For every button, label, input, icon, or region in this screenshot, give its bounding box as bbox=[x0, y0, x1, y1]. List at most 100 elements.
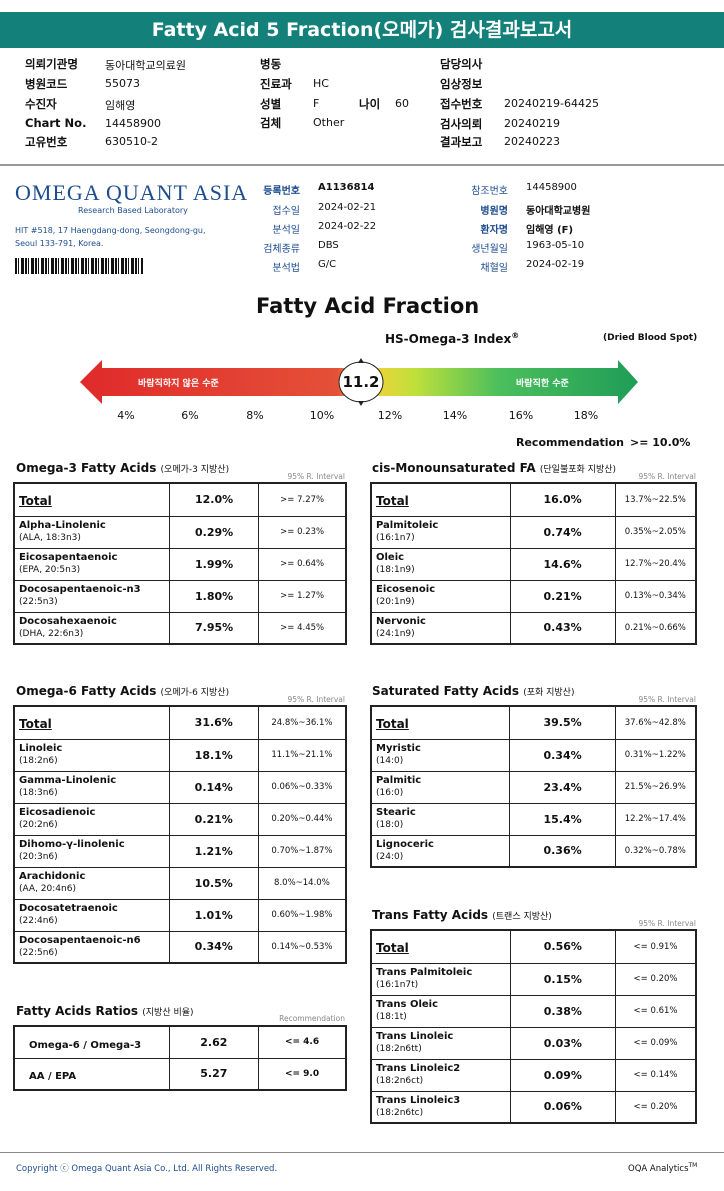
row-name: Oleic bbox=[376, 552, 405, 563]
row-range: 0.70%~1.87% bbox=[257, 834, 347, 868]
lab-logo: OMEGA QUANT ASIA bbox=[15, 180, 249, 205]
row-value: 31.6% bbox=[168, 705, 259, 740]
section-title-trans: Trans Fatty Acids (트랜스 지방산) bbox=[372, 908, 552, 922]
row-value: 0.09% bbox=[509, 1058, 617, 1092]
value-hospital-name: 동아대학교병원 bbox=[526, 206, 591, 217]
label-specimen: 검체 bbox=[260, 116, 282, 130]
table-row: Arachidonic (AA, 20:4n6) 10.5% 8.0%~14.0% bbox=[12, 866, 347, 900]
table-row-total: Total 39.5% 37.6%~42.8% bbox=[370, 705, 697, 740]
row-value: 23.4% bbox=[509, 770, 616, 804]
label-patient-name: 환자명 bbox=[480, 225, 508, 236]
row-abbr: (DHA, 22:6n3) bbox=[19, 628, 84, 639]
value-examinee: 임해영 bbox=[105, 99, 136, 112]
row-name: Docosahexaenoic bbox=[19, 615, 117, 627]
row-range: >= 0.23% bbox=[258, 515, 348, 549]
row-value: 7.95% bbox=[168, 611, 260, 645]
table-row: Eicosadienoic (20:2n6) 0.21% 0.20%~0.44% bbox=[12, 802, 347, 836]
index-value: 11.2 bbox=[342, 373, 380, 391]
row-abbr: (18:3n6) bbox=[19, 788, 58, 798]
row-name: Lignoceric bbox=[376, 838, 434, 850]
row-value: 0.06% bbox=[509, 1090, 617, 1124]
row-value: 0.34% bbox=[168, 930, 259, 964]
row-value: 0.03% bbox=[509, 1026, 617, 1060]
row-value: 0.38% bbox=[509, 994, 617, 1028]
row-value: 39.5% bbox=[509, 705, 616, 740]
value-accession-no: 20240219-64425 bbox=[504, 97, 599, 110]
table-row: Trans Linoleic (18:2n6tt) 0.03% <= 0.09% bbox=[369, 1026, 698, 1060]
row-name: Dihomo-γ-linolenic bbox=[19, 839, 125, 850]
index-value-marker bbox=[338, 358, 384, 406]
ratios-table: Omega-6 / Omega-3 2.62 <= 4.6 AA / EPA 5… bbox=[12, 1025, 348, 1091]
value-receipt-date: 2024-02-21 bbox=[318, 202, 377, 213]
row-range: >= 0.64% bbox=[258, 547, 348, 581]
row-name: Trans Palmitoleic bbox=[376, 967, 473, 978]
row-value: 0.34% bbox=[509, 738, 616, 772]
value-age: 60 bbox=[395, 97, 409, 110]
value-reference-no: 14458900 bbox=[526, 182, 577, 193]
table-row: Palmitic (16:0) 23.4% 21.5%~26.9% bbox=[370, 770, 697, 804]
label-age: 나이 bbox=[359, 97, 381, 111]
row-value: 18.1% bbox=[168, 738, 259, 772]
label-examinee: 수진자 bbox=[25, 97, 57, 111]
value-patient-name: 임해영 (F) bbox=[526, 225, 574, 236]
table-row: Oleic (18:1n9) 14.6% 12.7%~20.4% bbox=[370, 547, 697, 581]
row-range: 21.5%~26.9% bbox=[614, 770, 697, 804]
row-value: 16.0% bbox=[509, 482, 616, 517]
row-abbr: (ALA, 18:3n3) bbox=[19, 533, 81, 543]
row-range: 11.1%~21.1% bbox=[257, 738, 347, 772]
section-title-mufa: cis-Monounsaturated FA (단일불포화 지방산) bbox=[372, 461, 617, 475]
table-row-total: Total 31.6% 24.8%~36.1% bbox=[12, 705, 347, 740]
row-name: Trans Linoleic2 bbox=[376, 1063, 461, 1074]
value-hospital-code: 55073 bbox=[105, 77, 140, 90]
lab-address-line1: HIT #518, 17 Haengdang-dong, Seongdong-g… bbox=[15, 226, 206, 235]
section-title-fraction: Fatty Acid Fraction bbox=[256, 294, 480, 318]
omega3-interval-header: 95% R. Interval bbox=[287, 472, 346, 481]
trans-interval-header: 95% R. Interval bbox=[638, 919, 697, 928]
table-row: Trans Linoleic3 (18:2n6tc) 0.06% <= 0.20% bbox=[369, 1090, 698, 1124]
row-value: 5.27 bbox=[168, 1057, 260, 1091]
table-row: Gamma-Linolenic (18:3n6) 0.14% 0.06%~0.33… bbox=[12, 770, 347, 804]
lab-address-line2: Seoul 133-791, Korea. bbox=[15, 239, 104, 248]
row-name: Trans Oleic bbox=[376, 999, 439, 1010]
row-value: 0.74% bbox=[509, 515, 616, 549]
row-name: Docosapentaenoic-n6 bbox=[19, 934, 141, 946]
section-title-saturated: Saturated Fatty Acids (포화 지방산) bbox=[372, 684, 575, 698]
footer-divider bbox=[0, 1152, 724, 1153]
label-hospital-name: 병원명 bbox=[480, 206, 508, 217]
row-value: 0.15% bbox=[509, 962, 617, 996]
row-range: 37.6%~42.8% bbox=[614, 705, 697, 740]
row-abbr: (18:2n6ct) bbox=[376, 1076, 424, 1086]
barcode bbox=[15, 258, 143, 274]
value-method: G/C bbox=[318, 259, 337, 270]
row-range: 0.35%~2.05% bbox=[614, 515, 697, 549]
table-row: Lignoceric (24:0) 0.36% 0.32%~0.78% bbox=[370, 834, 697, 868]
tick-12: 12% bbox=[377, 409, 403, 422]
table-row: Trans Linoleic2 (18:2n6ct) 0.09% <= 0.14% bbox=[369, 1058, 698, 1092]
section-title-ratios: Fatty Acids Ratios (지방산 비율) bbox=[16, 1004, 194, 1018]
mufa-interval-header: 95% R. Interval bbox=[638, 472, 697, 481]
table-row: Eicosapentaenoic (EPA, 20:5n3) 1.99% >= 0… bbox=[12, 547, 348, 581]
label-doctor: 담당의사 bbox=[440, 57, 483, 71]
table-row: Eicosenoic (20:1n9) 0.21% 0.13%~0.34% bbox=[370, 579, 697, 613]
row-range: 0.14%~0.53% bbox=[257, 930, 347, 964]
row-abbr: (18:2n6tt) bbox=[376, 1044, 422, 1054]
row-range: 0.32%~0.78% bbox=[614, 834, 697, 868]
value-registration-no: A1136814 bbox=[318, 182, 375, 193]
table-row: Alpha-Linolenic (ALA, 18:3n3) 0.29% >= 0.… bbox=[12, 515, 348, 549]
row-abbr: (18:1n9) bbox=[376, 565, 415, 575]
row-name: Nervonic bbox=[376, 615, 426, 627]
saturated-interval-header: 95% R. Interval bbox=[638, 695, 697, 704]
label-registration-no: 등록번호 bbox=[263, 186, 300, 197]
section-title-omega6: Omega-6 Fatty Acids (오메가-6 지방산) bbox=[16, 684, 230, 698]
row-abbr: (18:2n6) bbox=[19, 756, 58, 766]
row-value: 14.6% bbox=[509, 547, 616, 581]
row-value: 2.62 bbox=[168, 1025, 260, 1059]
row-name: Linoleic bbox=[19, 743, 63, 754]
table-row: Dihomo-γ-linolenic (20:3n6) 1.21% 0.70%~1… bbox=[12, 834, 347, 868]
table-row: Myristic (14:0) 0.34% 0.31%~1.22% bbox=[370, 738, 697, 772]
label-reference-no: 참조번호 bbox=[471, 186, 508, 197]
row-abbr: (18:1t) bbox=[376, 1012, 407, 1022]
tick-8: 8% bbox=[246, 409, 264, 422]
mufa-table: Total 16.0% 13.7%~22.5% Palmitoleic (16:1… bbox=[370, 482, 697, 645]
omega3-index-label: HS-Omega-3 Index® bbox=[385, 331, 520, 346]
